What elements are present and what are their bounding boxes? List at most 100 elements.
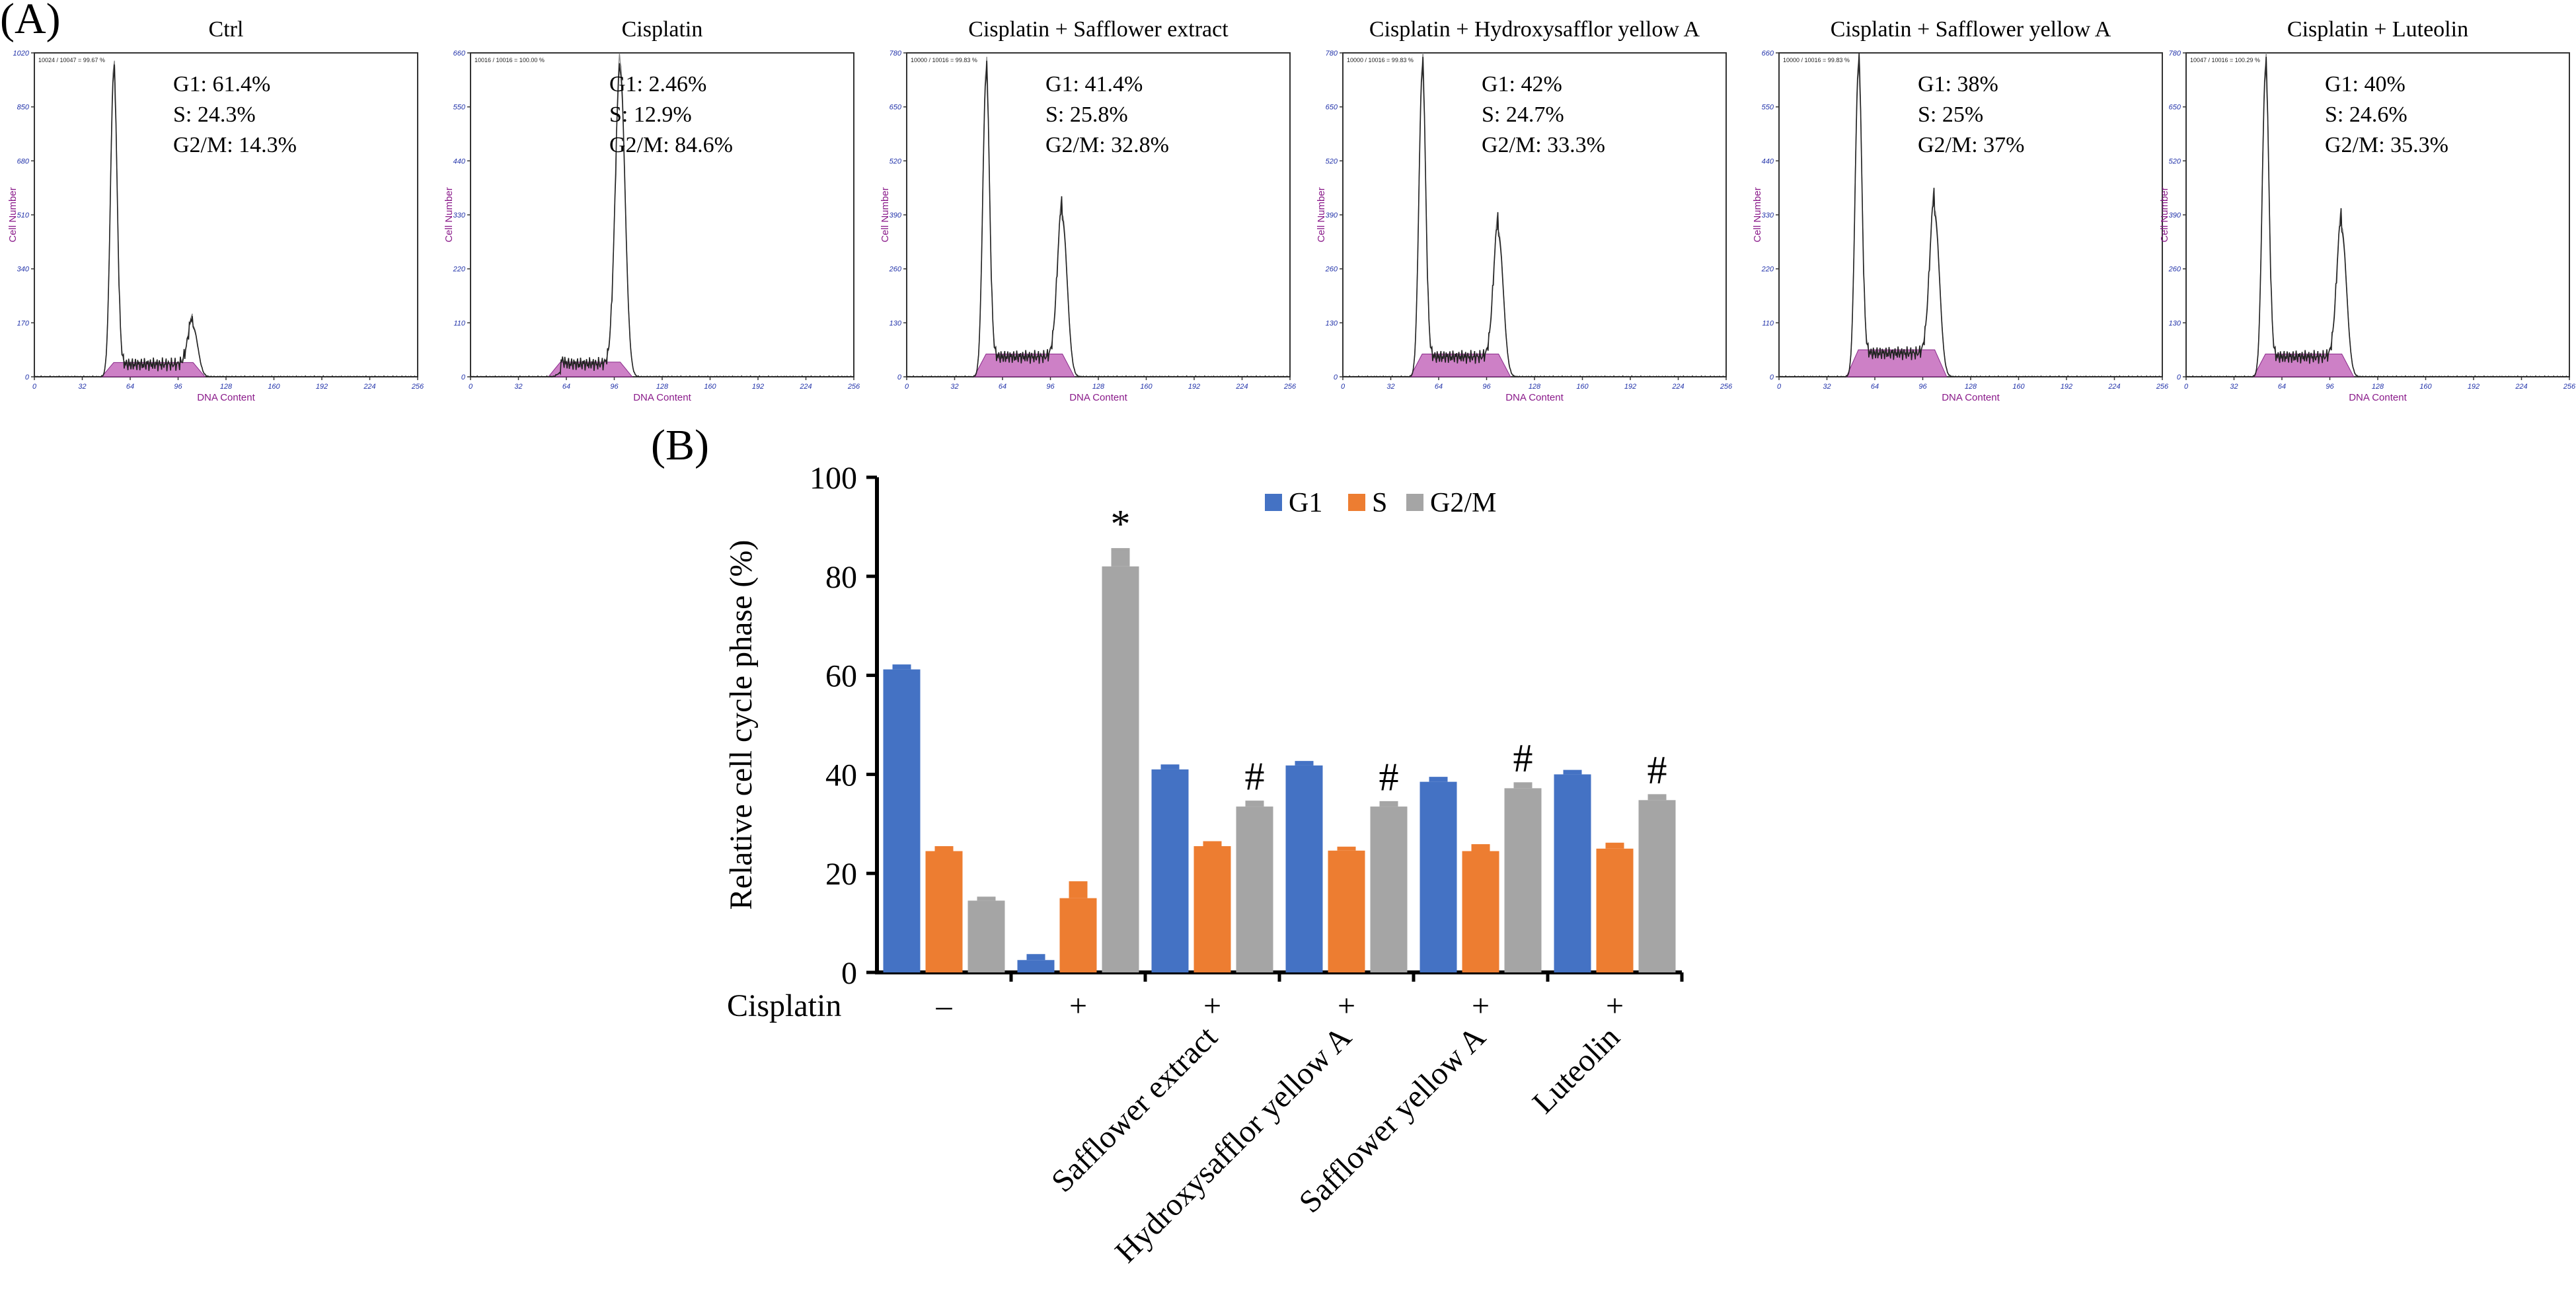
error-bar	[1111, 549, 1130, 567]
histogram-panel-4: Cisplatin + Hydroxysafflor yellow A 10000…	[1316, 17, 1733, 403]
histogram-frame	[2185, 52, 2570, 377]
histogram-y-tick-label: 550	[453, 104, 466, 112]
histogram-y-tick-label: 660	[1762, 50, 1774, 58]
bar-g2m-4	[1370, 806, 1408, 972]
histogram-y-tick-label: 260	[2168, 266, 2181, 274]
histogram-stat: G1: 2.46%	[609, 72, 706, 97]
error-bar	[892, 665, 911, 670]
error-bar	[1513, 783, 1533, 789]
bar-g1-6	[1554, 774, 1591, 972]
histogram-x-tick-label: 0	[2184, 383, 2189, 391]
cisplatin-sign: +	[1606, 988, 1624, 1023]
bar-g2m-6	[1638, 800, 1676, 972]
legend-swatch	[1265, 494, 1282, 511]
histogram-y-tick-label: 110	[453, 319, 465, 327]
panel-a-label: (A)	[0, 0, 61, 43]
histogram-x-tick-label: 256	[1283, 383, 1297, 391]
histogram-y-tick-label: 220	[1761, 266, 1774, 274]
histogram-title: Cisplatin	[622, 17, 703, 42]
histogram-x-tick-label: 64	[1435, 383, 1443, 391]
cisplatin-sign: +	[1472, 988, 1490, 1023]
histogram-x-tick-label: 192	[316, 383, 328, 391]
histogram-x-tick-label: 32	[514, 383, 522, 391]
histogram-y-tick-label: 0	[1770, 373, 1774, 381]
histogram-y-tick-label: 440	[1762, 157, 1774, 165]
histogram-header: 10016 / 10016 = 100.00 %	[474, 57, 545, 63]
histogram-stat: G2/M: 33.3%	[1482, 133, 1605, 157]
histogram-title: Ctrl	[209, 17, 244, 42]
histogram-y-axis-title: Cell Number	[1316, 187, 1327, 242]
histogram-stat: G1: 61.4%	[173, 72, 270, 97]
histogram-x-tick-label: 64	[2278, 383, 2286, 391]
histogram-trace	[1778, 52, 2163, 378]
histogram-title: Cisplatin + Safflower yellow A	[1831, 17, 2111, 42]
significance-mark: #	[1379, 755, 1399, 799]
histogram-fit-line	[1343, 52, 1726, 377]
histogram-panel-6: Cisplatin + Luteolin 10047 / 10016 = 100.…	[2159, 17, 2576, 403]
error-bar	[1429, 777, 1448, 782]
error-bar	[1648, 795, 1667, 801]
histogram-y-tick-label: 520	[2169, 157, 2181, 165]
histogram-y-tick-label: 330	[1762, 212, 1774, 219]
cisplatin-row-label: Cisplatin	[727, 988, 841, 1023]
histogram-x-tick-label: 64	[1871, 383, 1879, 391]
histogram-y-tick-label: 390	[2169, 212, 2181, 219]
histogram-x-axis-title: DNA Content	[2349, 392, 2407, 403]
bar-s-5	[1462, 851, 1499, 972]
histogram-header: 10000 / 10016 = 99.83 %	[911, 57, 977, 63]
histogram-x-tick-label: 96	[174, 383, 182, 391]
histogram-y-axis-title: Cell Number	[7, 187, 19, 242]
panel-b-label: (B)	[651, 421, 709, 469]
histogram-trace	[1342, 56, 1727, 378]
histogram-fit-line	[1779, 52, 2162, 377]
histogram-title: Cisplatin + Hydroxysafflor yellow A	[1369, 17, 1700, 42]
histogram-y-tick-label: 780	[2169, 50, 2181, 58]
histogram-y-tick-label: 390	[890, 212, 902, 219]
histogram-x-axis-title: DNA Content	[1505, 392, 1564, 403]
error-bar	[1295, 762, 1314, 766]
bar-g2m-2	[1102, 566, 1139, 972]
histogram-header: 10000 / 10016 = 99.83 %	[1783, 57, 1850, 63]
histogram-x-tick-label: 224	[2107, 383, 2120, 391]
histogram-x-tick-label: 32	[1823, 383, 1831, 391]
histogram-x-axis-title: DNA Content	[1069, 392, 1127, 403]
histogram-y-tick-label: 780	[890, 50, 902, 58]
histogram-header: 10000 / 10016 = 99.83 %	[1347, 57, 1414, 63]
error-bar	[1471, 845, 1490, 851]
legend-swatch	[1406, 494, 1423, 511]
legend-label: G1	[1289, 488, 1322, 518]
histogram-x-tick-label: 160	[1140, 383, 1153, 391]
histogram-y-tick-label: 650	[890, 104, 902, 112]
histogram-y-tick-label: 130	[2169, 319, 2181, 327]
histogram-stat: G2/M: 35.3%	[2325, 133, 2448, 157]
histogram-frame	[1342, 52, 1727, 377]
histogram-stat: S: 24.3%	[173, 102, 256, 127]
histogram-stat: G1: 42%	[1482, 72, 1562, 97]
significance-mark: #	[1245, 755, 1265, 799]
histogram-stat: S: 24.7%	[1482, 102, 1564, 127]
y-tick-label: 40	[825, 758, 857, 793]
histogram-stat: G2/M: 84.6%	[609, 133, 733, 157]
bar-g2m-5	[1504, 788, 1542, 972]
histogram-x-tick-label: 96	[1918, 383, 1927, 391]
histogram-x-tick-label: 0	[469, 383, 473, 391]
histogram-x-tick-label: 0	[1777, 383, 1782, 391]
y-tick-label: 60	[825, 659, 857, 694]
histogram-y-tick-label: 520	[890, 157, 902, 165]
histogram-y-tick-label: 510	[17, 212, 30, 219]
histogram-frame	[470, 52, 854, 377]
error-bar	[1160, 765, 1180, 769]
y-tick-label: 80	[825, 560, 857, 595]
histogram-stat: G2/M: 14.3%	[173, 133, 297, 157]
histogram-panel-3: Cisplatin + Safflower extract 10000 / 100…	[880, 17, 1297, 403]
histogram-y-tick-label: 260	[889, 266, 902, 274]
histogram-header: 10024 / 10047 = 99.67 %	[38, 57, 105, 63]
bar-g2m-3	[1236, 806, 1273, 972]
histogram-stat: S: 12.9%	[609, 102, 692, 127]
histogram-x-tick-label: 160	[2419, 383, 2432, 391]
histogram-title: Cisplatin + Luteolin	[2287, 17, 2468, 42]
histogram-y-tick-label: 220	[453, 266, 466, 274]
category-label: Luteolin	[1526, 1019, 1626, 1120]
histogram-y-tick-label: 1020	[13, 50, 30, 58]
